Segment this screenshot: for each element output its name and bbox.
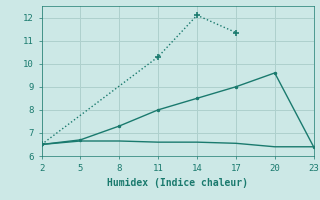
X-axis label: Humidex (Indice chaleur): Humidex (Indice chaleur) [107, 178, 248, 188]
